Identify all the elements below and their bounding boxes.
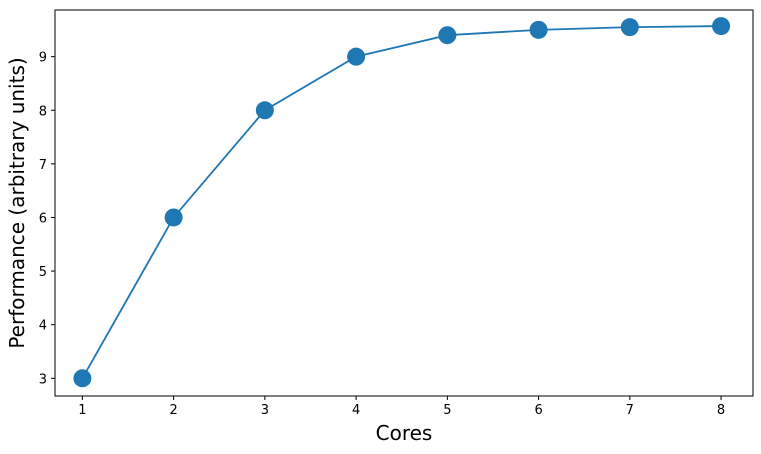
x-tick-label: 6: [534, 403, 542, 418]
y-tick-label: 8: [39, 104, 47, 119]
x-tick-label: 1: [78, 403, 86, 418]
data-point: [620, 18, 639, 37]
data-point: [73, 369, 92, 388]
data-point: [438, 26, 457, 45]
data-point: [164, 208, 183, 227]
x-tick-label: 7: [626, 403, 634, 418]
series-line: [81, 25, 722, 379]
data-point: [529, 20, 548, 39]
x-tick-label: 4: [352, 403, 360, 418]
plot-frame: [54, 9, 754, 397]
y-tick-label: 6: [39, 211, 47, 226]
x-tick-label: 8: [717, 403, 725, 418]
x-tick-label: 5: [443, 403, 451, 418]
y-tick-label: 3: [39, 372, 47, 387]
x-axis-ticks: 1 2 3 4 5 6 7 8: [78, 396, 725, 418]
x-axis-title: Cores: [376, 421, 433, 445]
data-point: [255, 101, 274, 120]
y-axis-title: Performance (arbitrary units): [5, 57, 29, 348]
y-axis-ticks: 3 4 5 6 7 8 9: [39, 51, 55, 387]
data-point: [712, 17, 731, 36]
plot-area: [55, 10, 753, 396]
y-tick-label: 4: [39, 319, 47, 334]
y-tick-label: 5: [39, 265, 47, 280]
y-tick-label: 7: [39, 158, 47, 173]
x-tick-label: 2: [169, 403, 177, 418]
series-markers: [73, 17, 731, 388]
x-tick-label: 3: [261, 403, 269, 418]
y-tick-label: 9: [39, 51, 47, 66]
data-point: [347, 47, 366, 66]
